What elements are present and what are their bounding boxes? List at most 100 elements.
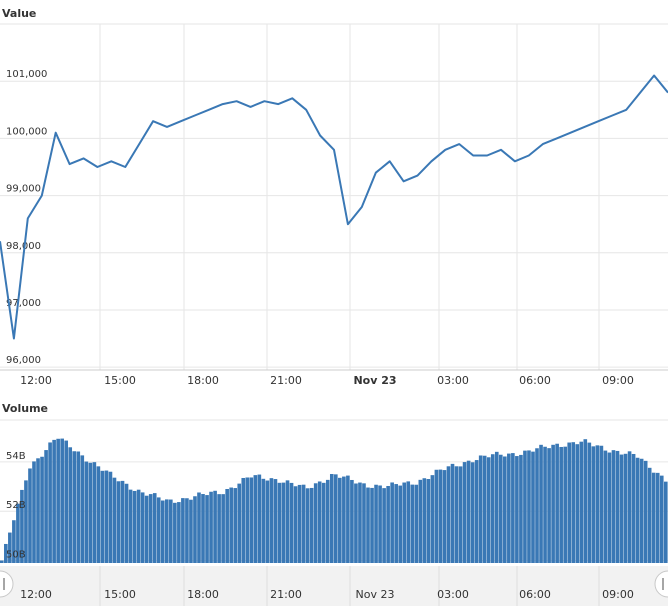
volume-bar	[289, 482, 294, 563]
volume-bar	[80, 455, 85, 563]
volume-bar	[108, 471, 113, 563]
volume-bar	[213, 490, 217, 563]
volume-bar	[40, 456, 44, 563]
volume-bar	[446, 466, 451, 563]
volume-bar	[462, 462, 467, 563]
volume-bar	[547, 448, 551, 563]
volume-bar	[334, 474, 338, 563]
volume-bar	[563, 446, 567, 563]
volume-bar	[595, 445, 600, 563]
volume-bar	[346, 475, 350, 563]
navigator-gridlines	[99, 566, 600, 606]
volume-bar	[52, 439, 56, 563]
value-x-tick-label: 18:00	[187, 374, 219, 387]
value-y-tick-label: 96,000	[6, 355, 41, 366]
volume-bar	[422, 478, 427, 563]
volume-bar	[148, 494, 153, 563]
volume-bar	[317, 481, 322, 563]
volume-bar	[72, 451, 77, 563]
navigator-x-tick-label: 21:00	[270, 588, 302, 601]
volume-bar	[442, 470, 447, 563]
volume-bar	[173, 502, 177, 563]
volume-bar	[559, 446, 563, 563]
volume-bar	[603, 450, 608, 563]
volume-bar	[293, 486, 298, 563]
volume-bar	[253, 475, 258, 563]
volume-bars	[0, 438, 668, 563]
value-x-tick-label: 12:00	[20, 374, 52, 387]
volume-bar	[309, 487, 314, 563]
volume-bar	[92, 462, 97, 563]
volume-bar	[402, 482, 407, 563]
volume-bar	[0, 560, 4, 563]
volume-bar	[655, 472, 660, 563]
value-x-tick-label: 03:00	[437, 374, 469, 387]
volume-bar	[503, 456, 507, 563]
volume-bar	[305, 488, 310, 563]
volume-bar	[152, 493, 157, 563]
volume-bar	[301, 484, 306, 563]
navigator-x-ticks: 12:00 15:00 18:00 21:00 Nov 23 03:00 06:00 09:0…	[20, 588, 634, 601]
volume-bar	[627, 451, 632, 563]
volume-bar	[374, 484, 378, 563]
volume-bar	[265, 480, 270, 563]
volume-bar	[414, 484, 419, 563]
value-y-tick-label: 100,000	[6, 126, 47, 137]
volume-bar	[44, 450, 48, 563]
volume-bar	[386, 485, 390, 563]
volume-bar	[257, 474, 262, 563]
navigator-x-tick-label: 03:00	[437, 588, 469, 601]
volume-bar	[615, 450, 620, 563]
volume-bar	[611, 450, 616, 563]
volume-bar	[591, 446, 596, 563]
value-panel-title: Value	[2, 7, 36, 20]
volume-bar	[454, 466, 459, 563]
volume-bar	[639, 458, 644, 563]
volume-bar	[164, 499, 169, 563]
volume-bar	[201, 494, 205, 563]
volume-bar	[535, 448, 539, 563]
volume-bar	[394, 484, 398, 563]
value-series-line	[0, 74, 668, 340]
value-y-tick-label: 97,000	[6, 298, 41, 309]
value-x-ticks: 12:00 15:00 18:00 21:00 Nov 23 03:00 06:00 09:0…	[20, 374, 634, 387]
value-x-tick-label: 21:00	[270, 374, 302, 387]
volume-bar	[193, 496, 197, 563]
volume-bar	[281, 482, 286, 563]
volume-y-ticks: 50B 52B 54B	[6, 451, 26, 561]
volume-bar	[619, 454, 624, 563]
volume-bar	[354, 483, 358, 563]
volume-bar	[32, 461, 36, 563]
volume-bar	[16, 503, 20, 563]
volume-bar	[84, 461, 89, 563]
value-y-tick-label: 99,000	[6, 184, 41, 195]
volume-bar	[156, 497, 161, 563]
volume-bar	[350, 479, 354, 563]
navigator-background	[0, 566, 668, 606]
volume-bar	[430, 475, 435, 563]
volume-bar	[607, 452, 612, 563]
volume-bar	[24, 480, 28, 563]
volume-bar	[358, 482, 362, 563]
volume-bar	[205, 495, 209, 563]
volume-bar	[112, 477, 117, 563]
volume-bar	[571, 442, 576, 563]
navigator-right-handle[interactable]	[654, 570, 668, 598]
navigator[interactable]: 12:00 15:00 18:00 21:00 Nov 23 03:00 06:00 09:0…	[0, 566, 668, 606]
volume-bar	[494, 451, 499, 563]
volume-bar	[635, 457, 640, 563]
volume-panel-title: Volume	[2, 402, 48, 415]
volume-bar	[241, 477, 246, 563]
value-y-tick-label: 98,000	[6, 241, 41, 252]
volume-bar	[531, 451, 535, 563]
volume-bar	[225, 489, 229, 563]
volume-bar	[643, 460, 648, 563]
volume-bar	[583, 439, 588, 563]
navigator-left-handle[interactable]	[0, 570, 14, 598]
value-gridlines	[0, 23, 668, 371]
volume-bar	[277, 482, 282, 563]
volume-y-tick-label: 52B	[6, 500, 26, 511]
volume-bar	[136, 489, 141, 563]
value-y-ticks: 96,000 97,000 98,000 99,000 100,000 101,000	[6, 69, 47, 366]
volume-bar	[285, 480, 290, 563]
